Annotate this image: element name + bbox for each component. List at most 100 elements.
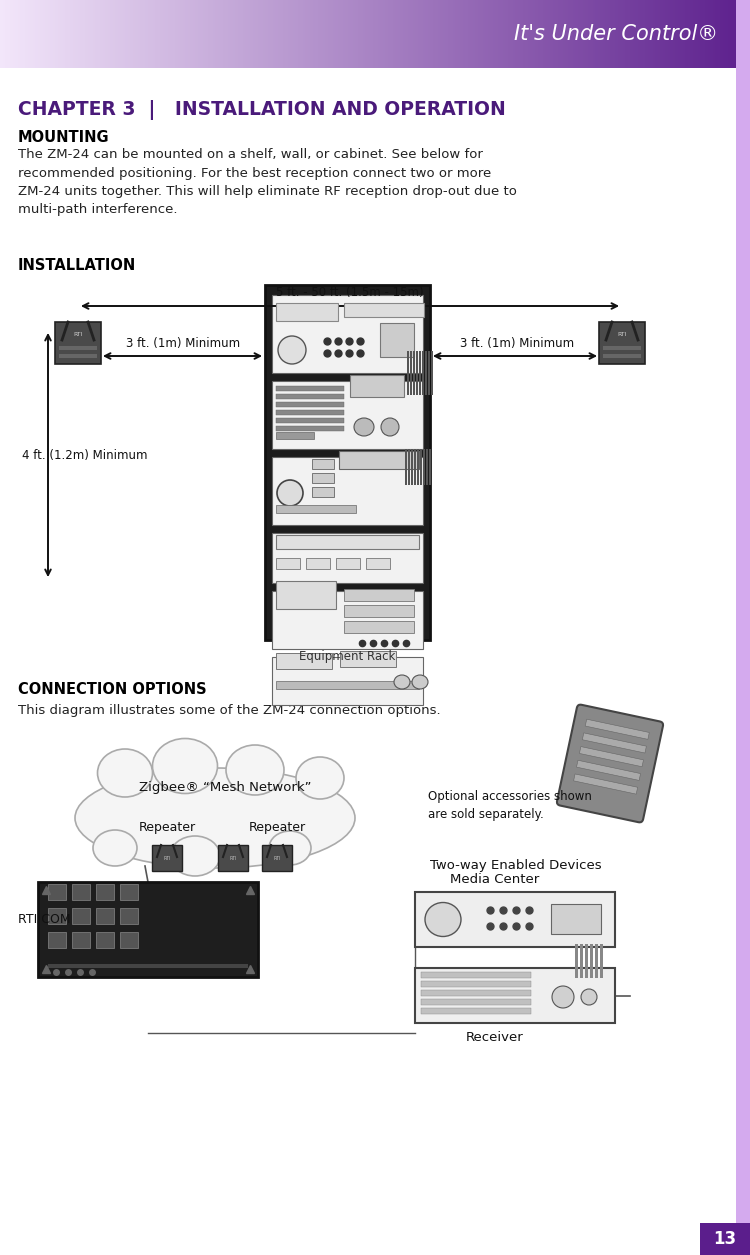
Bar bbox=[8, 0, 11, 68]
Bar bbox=[600, 0, 604, 68]
Bar bbox=[548, 0, 551, 68]
Bar bbox=[495, 0, 499, 68]
Text: RTI: RTI bbox=[617, 331, 627, 336]
Text: RTI: RTI bbox=[273, 856, 280, 861]
Bar bbox=[577, 761, 640, 781]
Bar bbox=[421, 999, 531, 1005]
Bar bbox=[292, 0, 296, 68]
Bar bbox=[212, 0, 216, 68]
Bar bbox=[745, 0, 748, 68]
Bar bbox=[512, 0, 516, 68]
Bar bbox=[411, 449, 413, 484]
Bar bbox=[582, 733, 646, 753]
Bar bbox=[276, 681, 419, 689]
Bar bbox=[322, 0, 326, 68]
Bar bbox=[545, 0, 548, 68]
Bar bbox=[429, 449, 431, 484]
Bar bbox=[55, 323, 101, 364]
Bar bbox=[553, 0, 556, 68]
Bar bbox=[380, 323, 414, 356]
Bar bbox=[276, 387, 344, 392]
Bar bbox=[120, 909, 138, 924]
Bar bbox=[595, 0, 598, 68]
Text: Equipment Rack: Equipment Rack bbox=[299, 650, 396, 663]
Bar bbox=[265, 0, 268, 68]
Bar bbox=[340, 0, 344, 68]
Bar bbox=[190, 0, 194, 68]
Bar bbox=[72, 909, 90, 924]
Bar bbox=[413, 351, 415, 395]
Bar bbox=[355, 0, 358, 68]
Bar bbox=[617, 0, 621, 68]
Bar bbox=[325, 0, 328, 68]
Text: 13: 13 bbox=[713, 1230, 736, 1247]
Bar bbox=[423, 449, 425, 484]
Bar bbox=[205, 0, 209, 68]
Bar bbox=[398, 0, 401, 68]
Bar bbox=[482, 0, 486, 68]
Bar bbox=[62, 0, 66, 68]
Text: 5 ft. - 50 ft. (1.5m - 15m): 5 ft. - 50 ft. (1.5m - 15m) bbox=[276, 286, 424, 299]
Bar bbox=[675, 0, 679, 68]
Bar bbox=[421, 981, 531, 986]
Bar bbox=[193, 0, 196, 68]
Bar bbox=[458, 0, 461, 68]
Bar bbox=[182, 0, 186, 68]
Bar bbox=[48, 964, 248, 968]
Bar bbox=[275, 0, 278, 68]
Bar bbox=[312, 487, 334, 497]
Bar bbox=[685, 0, 688, 68]
Text: RTI COM: RTI COM bbox=[18, 912, 70, 926]
Bar bbox=[283, 0, 286, 68]
Bar bbox=[38, 882, 258, 976]
Bar bbox=[110, 0, 113, 68]
Bar bbox=[340, 651, 396, 666]
Bar bbox=[440, 0, 443, 68]
Bar bbox=[725, 0, 728, 68]
Bar bbox=[232, 0, 236, 68]
Bar bbox=[250, 0, 254, 68]
Text: RTI: RTI bbox=[74, 331, 82, 336]
Bar bbox=[433, 0, 436, 68]
Bar bbox=[300, 0, 304, 68]
Bar bbox=[595, 944, 598, 978]
Bar bbox=[335, 0, 338, 68]
Bar bbox=[587, 0, 591, 68]
Text: Repeater: Repeater bbox=[248, 822, 305, 835]
Bar bbox=[520, 0, 524, 68]
Bar bbox=[590, 944, 593, 978]
Bar bbox=[257, 0, 261, 68]
Ellipse shape bbox=[354, 418, 374, 435]
Bar bbox=[365, 0, 368, 68]
Bar bbox=[59, 346, 97, 350]
Bar bbox=[313, 0, 316, 68]
Bar bbox=[85, 0, 88, 68]
Bar bbox=[540, 0, 544, 68]
Bar bbox=[248, 0, 251, 68]
Bar bbox=[417, 449, 419, 484]
Bar bbox=[268, 0, 271, 68]
Text: 3 ft. (1m) Minimum: 3 ft. (1m) Minimum bbox=[460, 338, 574, 350]
Bar bbox=[58, 0, 61, 68]
Bar bbox=[388, 0, 391, 68]
Bar bbox=[670, 0, 674, 68]
Bar bbox=[600, 944, 603, 978]
Bar bbox=[478, 0, 481, 68]
Bar bbox=[465, 0, 469, 68]
Bar bbox=[497, 0, 501, 68]
Bar bbox=[375, 0, 379, 68]
Bar bbox=[425, 0, 428, 68]
Bar bbox=[276, 394, 344, 399]
Bar bbox=[736, 0, 750, 1255]
Bar bbox=[60, 0, 64, 68]
Bar bbox=[480, 0, 484, 68]
Bar bbox=[437, 0, 441, 68]
Bar bbox=[645, 0, 649, 68]
Bar bbox=[70, 0, 74, 68]
Bar bbox=[195, 0, 199, 68]
Text: CONNECTION OPTIONS: CONNECTION OPTIONS bbox=[18, 681, 206, 697]
Bar bbox=[728, 0, 731, 68]
Bar bbox=[695, 0, 698, 68]
Bar bbox=[475, 0, 478, 68]
Bar bbox=[140, 0, 143, 68]
